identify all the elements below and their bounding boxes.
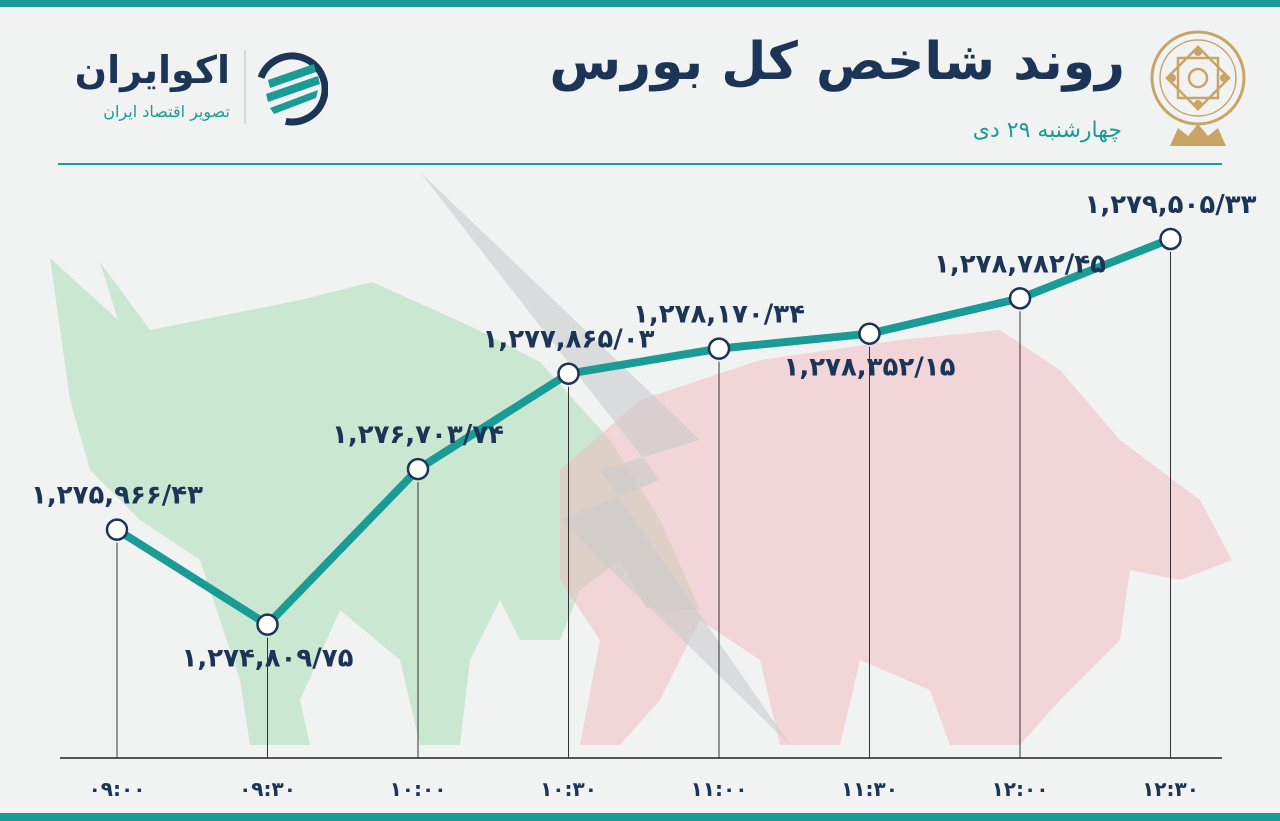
top-frame-bar [0, 0, 1280, 7]
data-point-6 [1008, 287, 1032, 310]
data-point-5 [858, 322, 881, 345]
x-tick-label-4: ۱۱:۰۰ [691, 777, 748, 801]
x-tick-label-2: ۱۰:۰۰ [390, 777, 447, 801]
series-line [113, 234, 1175, 629]
data-point-3 [557, 362, 580, 385]
data-point-0 [105, 518, 129, 541]
data-point-4 [707, 337, 731, 360]
data-label-6: ۱,۲۷۸,۷۸۲/۴۵ [934, 249, 1106, 279]
x-tick-label-1: ۰۹:۳۰ [239, 777, 296, 801]
brand-tagline: تصویر اقتصاد ایران [103, 102, 230, 121]
data-label-4: ۱,۲۷۸,۱۷۰/۳۴ [633, 300, 805, 330]
data-label-0: ۱,۲۷۵,۹۶۶/۴۳ [31, 481, 203, 511]
data-label-3: ۱,۲۷۷,۸۶۵/۰۳ [482, 325, 654, 355]
data-label-1: ۱,۲۷۴,۸۰۹/۷۵ [181, 644, 353, 674]
bottom-frame-bar [0, 813, 1280, 821]
data-label-7: ۱,۲۷۹,۵۰۵/۳۳ [1084, 190, 1256, 220]
x-tick-label-3: ۱۰:۳۰ [540, 777, 597, 801]
seal-logo-icon [1150, 30, 1246, 146]
data-point-1 [256, 613, 279, 636]
date-subtitle: چهارشنبه ۲۹ دی [972, 118, 1122, 143]
x-tick-label-0: ۰۹:۰۰ [89, 777, 146, 801]
x-tick-label-5: ۱۱:۳۰ [841, 777, 898, 801]
data-point-7 [1159, 227, 1182, 251]
header-divider [58, 163, 1222, 165]
x-tick-label-6: ۱۲:۰۰ [992, 777, 1049, 801]
data-point-2 [406, 457, 430, 481]
brand-name: اکوایران [74, 48, 230, 92]
x-tick-label-7: ۱۲:۳۰ [1142, 777, 1199, 801]
brand-divider [244, 50, 246, 124]
data-label-2: ۱,۲۷۶,۷۰۳/۷۴ [332, 420, 504, 450]
data-label-5: ۱,۲۷۸,۳۵۲/۱۵ [783, 353, 955, 383]
ecoiran-logo-icon [256, 52, 328, 126]
bear-silhouette [560, 330, 1232, 745]
bull-silhouette [50, 258, 700, 745]
page-title: روند شاخص کل بورس [549, 32, 1125, 92]
